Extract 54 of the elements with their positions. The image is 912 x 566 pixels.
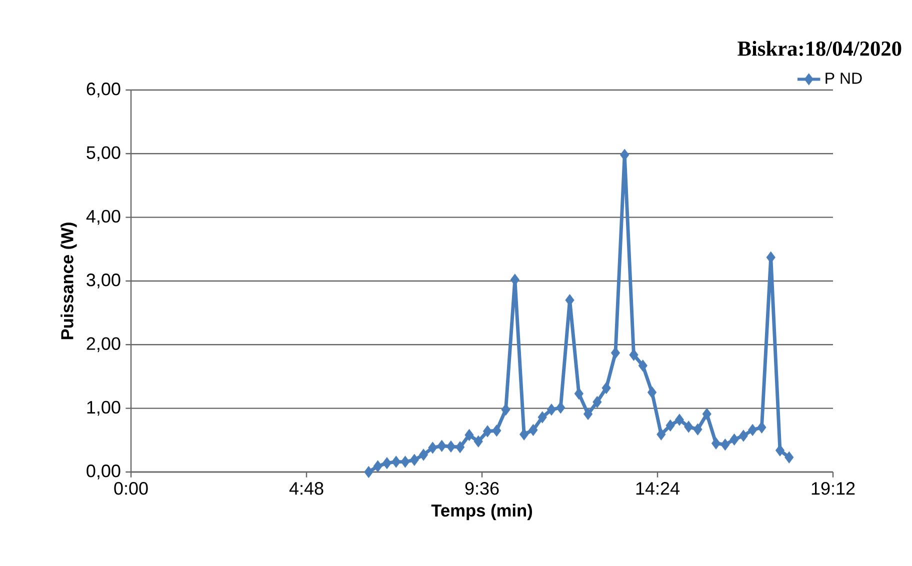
y-tick-label: 6,00 [86,82,120,98]
point [382,456,392,470]
point [711,437,721,450]
chart-title: Biskra:18/04/2020 [738,40,902,56]
x-tick-label: 14:24 [636,482,680,495]
y-tick-label: 0,00 [86,464,120,480]
point [702,408,712,420]
y-tick-label: 1,00 [87,400,120,416]
point [482,425,492,438]
point [638,360,648,372]
point [455,441,465,454]
point [392,456,401,468]
point [556,402,566,414]
point [546,404,556,416]
point [784,451,794,464]
point [474,435,483,448]
y-tick-label: 5,00 [86,146,120,162]
y-tick-label: 4,00 [86,210,120,225]
legend-label: P ND [826,72,862,84]
point [492,424,502,437]
x-tick-label: 4:48 [289,482,324,495]
point [538,411,547,424]
point [437,440,446,452]
point [647,386,657,398]
point [730,433,739,446]
point [501,404,510,416]
x-tick-label: 9:36 [465,482,499,495]
point [720,438,730,451]
point [364,466,374,478]
x-axis-title: Temps (min) [431,504,532,520]
point [418,448,428,461]
point [428,442,438,454]
point [410,454,419,466]
y-tick-label: 2,00 [86,337,120,352]
point [464,428,474,442]
point [674,414,684,426]
point [602,382,611,394]
point [446,440,456,453]
y-axis-title: Puissance (W) [60,222,77,340]
point [693,423,702,436]
point [528,424,538,436]
x-tick-label: 19:12 [812,482,855,495]
point [684,420,694,433]
point [592,396,602,408]
point [373,460,382,472]
point [666,419,675,432]
y-tick-label: 3,00 [86,274,120,288]
point [583,408,593,420]
x-tick-label: 0:00 [114,482,148,495]
point [574,388,584,400]
point [400,456,410,468]
point [738,430,748,442]
point [748,424,758,436]
point [656,428,666,441]
